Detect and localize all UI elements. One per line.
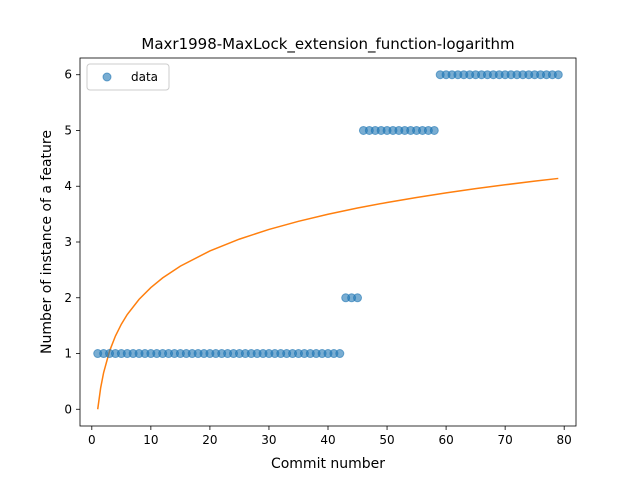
y-tick-label: 1 [64, 347, 72, 361]
data-point [335, 349, 345, 359]
x-axis-label: Commit number [271, 456, 385, 472]
y-tick-label: 2 [64, 291, 72, 305]
chart-title: Maxr1998-MaxLock_extension_function-loga… [141, 35, 514, 54]
y-tick-label: 3 [64, 235, 72, 249]
x-tick-label: 30 [261, 433, 276, 447]
data-point [429, 125, 439, 135]
y-axis-label: Number of instance of a feature [39, 130, 55, 354]
x-tick-label: 10 [143, 433, 158, 447]
legend-label: data [131, 70, 158, 84]
data-point [553, 70, 563, 80]
x-tick-label: 80 [557, 433, 572, 447]
x-tick-label: 60 [438, 433, 453, 447]
x-tick-label: 0 [88, 433, 96, 447]
x-tick-label: 70 [498, 433, 513, 447]
plot-frame [79, 57, 577, 427]
y-tick-label: 6 [64, 68, 72, 82]
x-tick-label: 20 [202, 433, 217, 447]
legend [86, 63, 170, 91]
y-tick-label: 0 [64, 402, 72, 416]
fit-line [96, 177, 559, 410]
y-tick-label: 4 [64, 179, 72, 193]
y-tick-label: 5 [64, 123, 72, 137]
x-tick-label: 40 [320, 433, 335, 447]
x-tick-label: 50 [379, 433, 394, 447]
data-point [353, 293, 363, 303]
legend-marker [102, 72, 112, 82]
